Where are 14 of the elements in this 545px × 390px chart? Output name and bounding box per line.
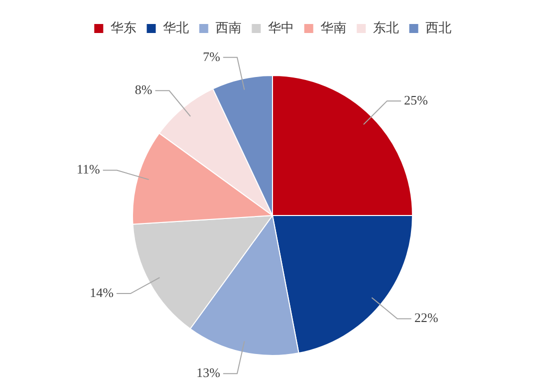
data-label: 7% [202,48,220,64]
legend-label: 华东 [110,20,136,36]
data-label: 14% [90,284,114,300]
data-label: 22% [414,310,438,326]
data-label: 25% [404,92,428,108]
legend-label: 华中 [268,20,294,36]
legend-label: 华南 [320,20,346,36]
data-label: 13% [196,365,220,380]
data-label: 8% [134,82,152,98]
legend-label: 西北 [425,20,452,36]
legend-label: 华北 [162,20,189,36]
data-label: 11% [76,162,100,177]
legend-label: 西南 [215,20,242,36]
legend-label: 东北 [372,20,399,36]
